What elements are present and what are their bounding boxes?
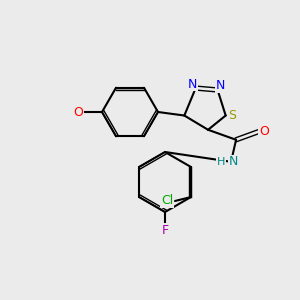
Text: O: O [259,125,269,138]
Text: N: N [216,80,225,92]
Text: F: F [161,224,169,236]
Text: N: N [188,78,197,91]
Text: O: O [73,106,83,118]
Text: N: N [228,155,238,168]
Text: S: S [228,109,236,122]
Text: Cl: Cl [161,194,173,208]
Text: H: H [217,157,225,167]
